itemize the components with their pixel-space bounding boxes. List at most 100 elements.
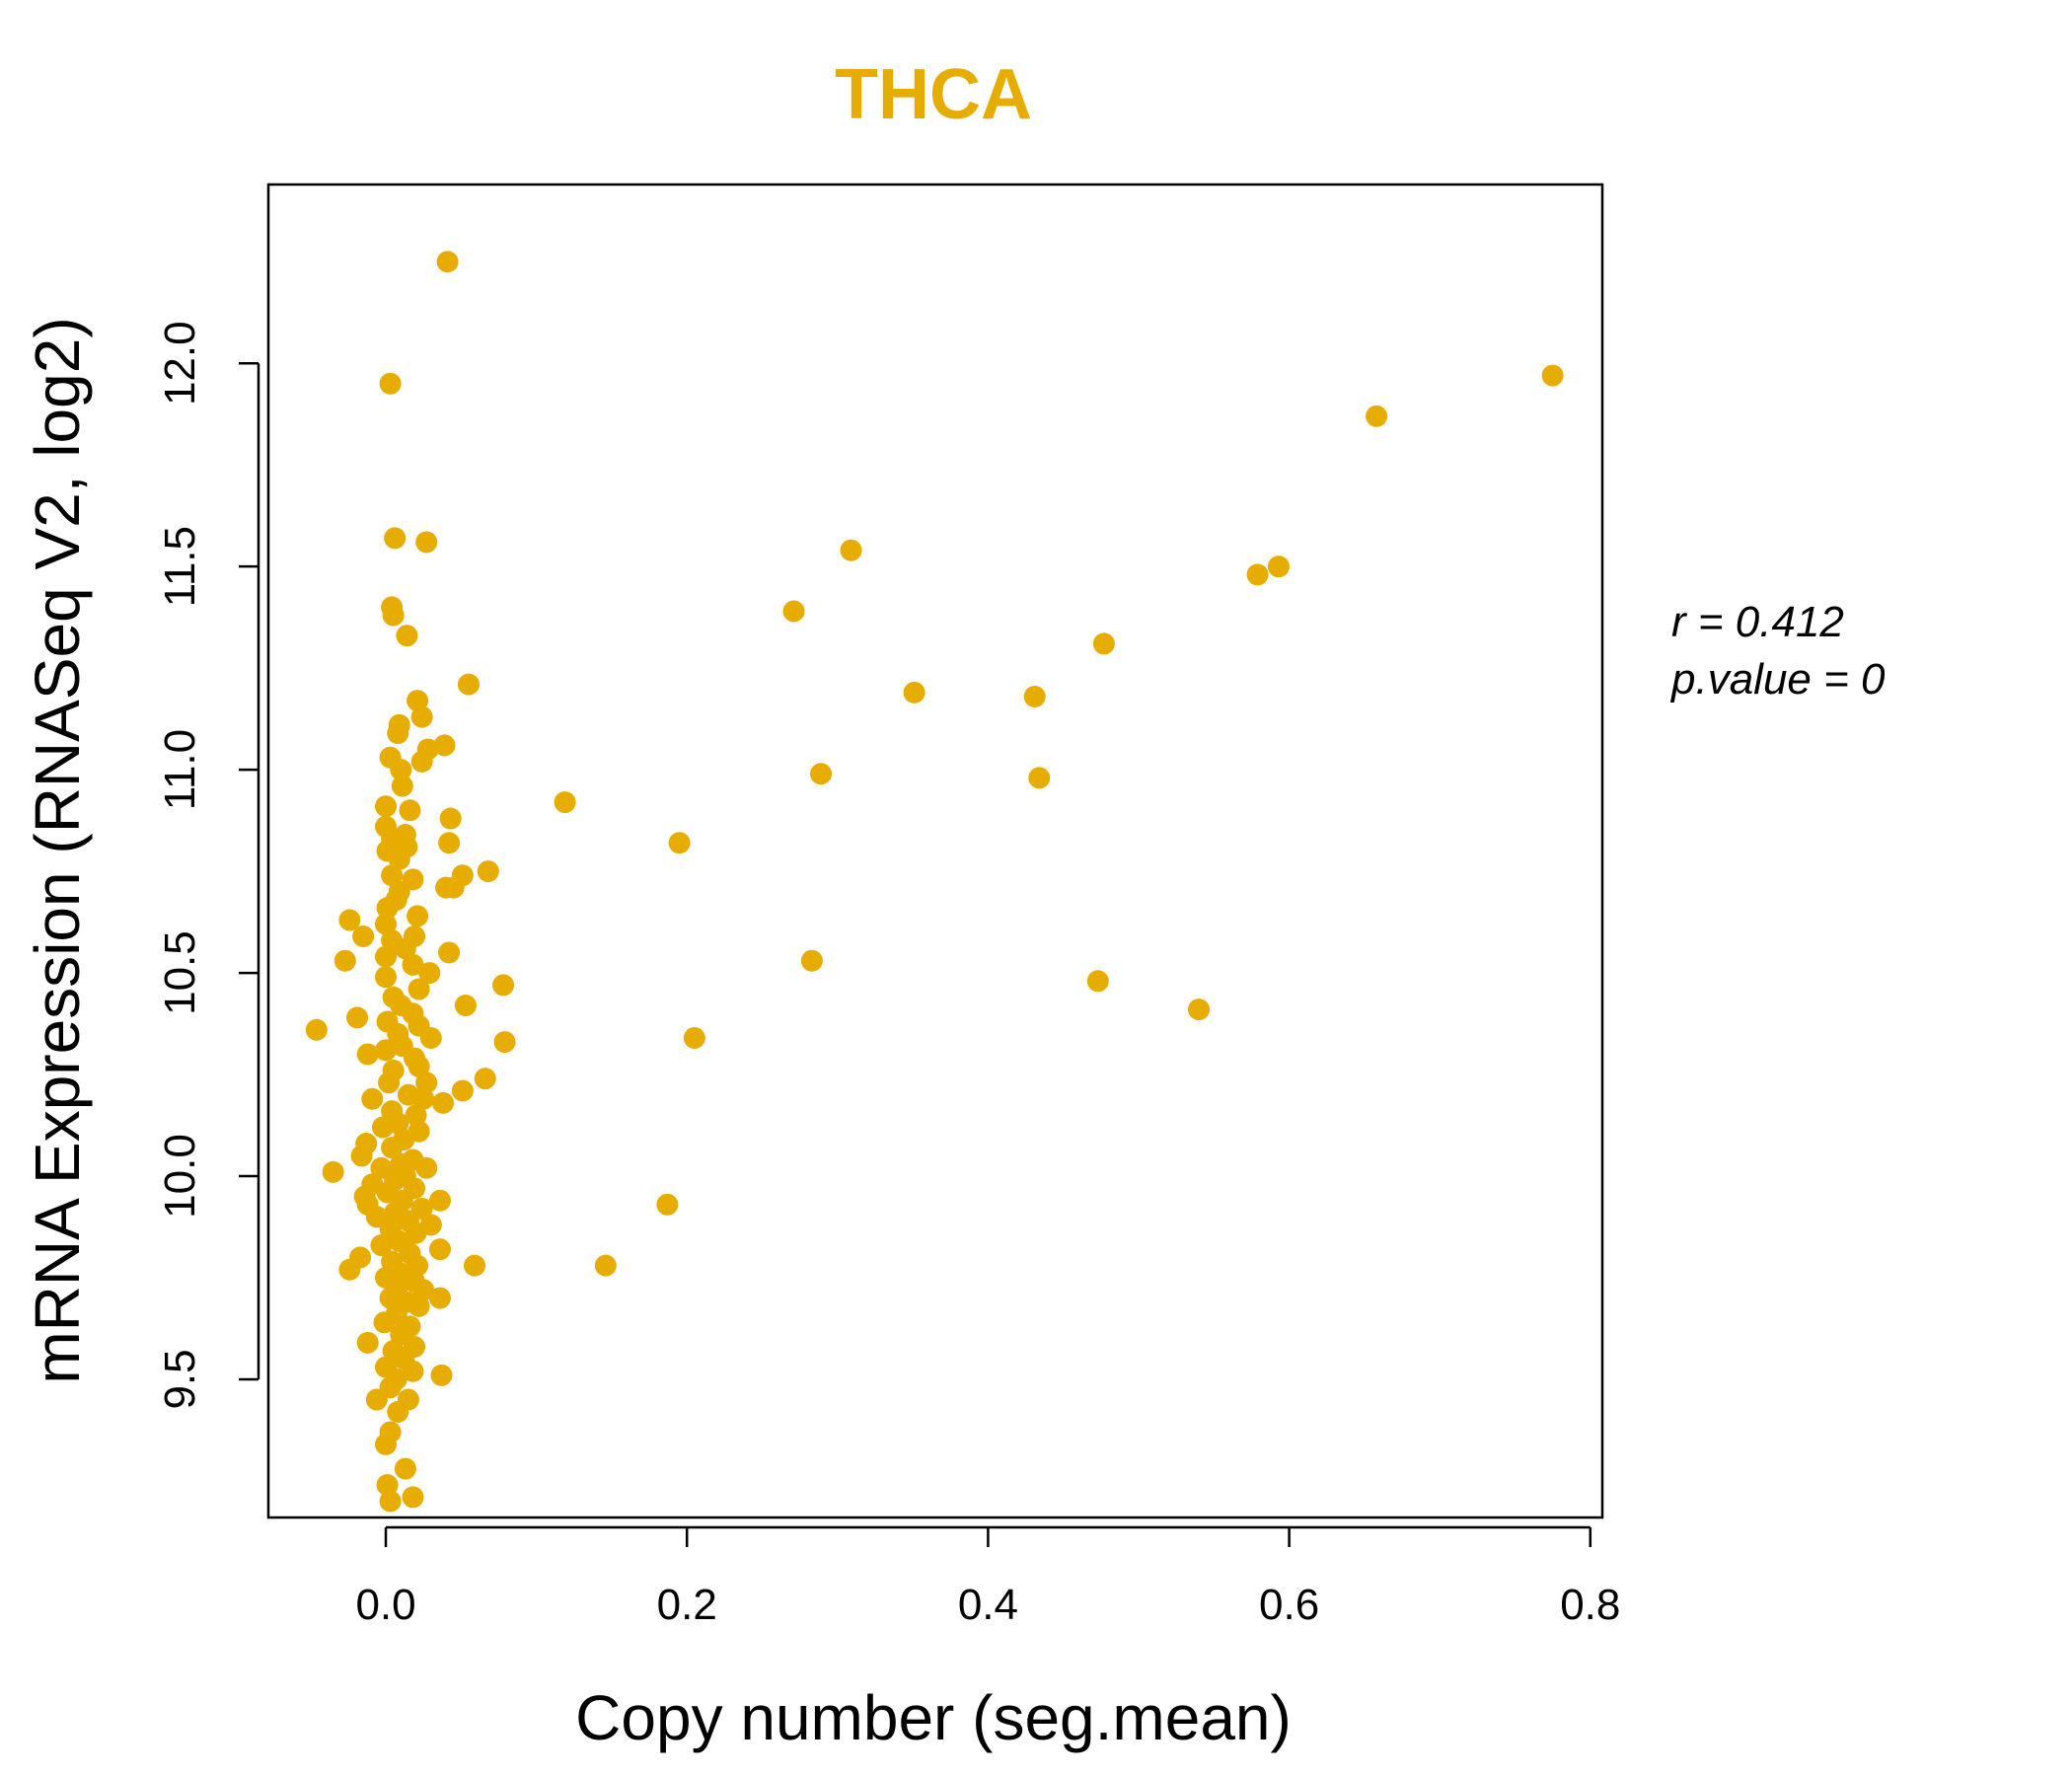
data-point [477,860,499,883]
data-point [394,937,416,960]
data-point [554,791,576,814]
data-point [376,1474,399,1497]
y-tick-label: 10.0 [156,1134,204,1219]
x-tick-label: 0.0 [355,1581,415,1629]
data-point [474,1068,496,1090]
data-point [381,1137,404,1159]
data-point [594,1254,617,1277]
data-point [356,1331,379,1354]
data-point [656,1193,679,1216]
data-point [840,539,862,561]
data-point [333,949,356,972]
data-point [410,750,433,773]
data-point [356,1043,379,1066]
data-point [493,1031,516,1054]
data-point [800,949,823,972]
data-point [1246,563,1269,586]
y-axis-label: mRNA Expression (RNASeq V2, log2) [22,317,93,1383]
x-tick-label: 0.8 [1560,1581,1620,1629]
data-point [407,978,430,1000]
data-point [375,945,398,968]
data-point [810,763,833,785]
data-point [415,531,438,554]
x-axis: 0.0 0.2 0.4 0.6 0.8 [355,1525,1620,1629]
y-tick-label: 12.0 [156,321,204,406]
data-point [451,1079,474,1102]
data-point [365,1388,388,1411]
data-point [407,905,429,927]
data-point [352,925,375,947]
data-point [402,953,424,976]
data-point [375,966,398,989]
data-point [464,1254,486,1277]
data-point [668,832,691,854]
chart-title: THCA [835,55,1032,134]
data-point [428,1189,451,1212]
data-point [388,848,410,870]
data-point [375,795,398,818]
x-tick-label: 0.2 [657,1581,717,1629]
y-axis: 9.5 10.0 10.5 11.0 11.5 12.0 [156,321,260,1410]
data-point [457,673,480,696]
data-points [305,251,1564,1513]
data-point [407,1055,430,1077]
x-tick-label: 0.6 [1259,1581,1319,1629]
data-point [305,1018,328,1041]
data-point [346,1006,369,1029]
data-point [387,1400,409,1423]
data-point [396,625,418,647]
y-tick-label: 9.5 [156,1349,204,1409]
data-point [382,604,405,627]
data-point [387,722,409,745]
data-point [402,1360,424,1382]
data-point [1028,767,1051,789]
x-tick-label: 0.4 [958,1581,1018,1629]
data-point [412,1279,435,1301]
data-point [376,897,399,920]
plot-frame [266,183,1604,1519]
data-point [415,1072,438,1094]
data-point [1366,405,1388,427]
y-tick-label: 11.5 [156,526,204,607]
data-point [407,1295,430,1317]
data-point [418,962,441,985]
data-point [1023,685,1046,707]
data-point [415,1156,438,1179]
data-point [1092,632,1115,655]
data-point [903,681,925,703]
x-axis-label: Copy number (seg.mean) [575,1682,1292,1753]
data-point [381,864,404,887]
data-point [361,1087,384,1110]
data-point [428,1287,451,1309]
data-point [391,775,413,797]
data-point [430,1364,453,1386]
data-point [394,1457,416,1480]
data-point [492,974,515,997]
data-point [407,690,429,712]
data-point [379,372,402,395]
data-point [371,1116,394,1139]
data-point [412,1087,435,1110]
data-point [370,1234,393,1257]
data-point [405,1221,427,1244]
data-point [433,734,456,757]
data-point [410,705,433,728]
data-point [338,909,361,931]
y-tick-label: 10.5 [156,930,204,1015]
data-point [432,1091,455,1114]
data-point [399,799,421,822]
data-point [1541,364,1564,387]
y-tick-label: 11.0 [156,729,204,810]
data-point [338,1258,361,1281]
data-point [436,251,459,273]
data-point [350,1145,373,1167]
data-point [1188,999,1211,1021]
data-point [1267,555,1290,578]
data-point [402,1486,424,1509]
data-point [379,1490,402,1513]
data-point [419,1026,442,1049]
correlation-annotation: r = 0.412 [1671,598,1844,646]
data-point [378,1072,401,1094]
data-point [1086,970,1109,993]
